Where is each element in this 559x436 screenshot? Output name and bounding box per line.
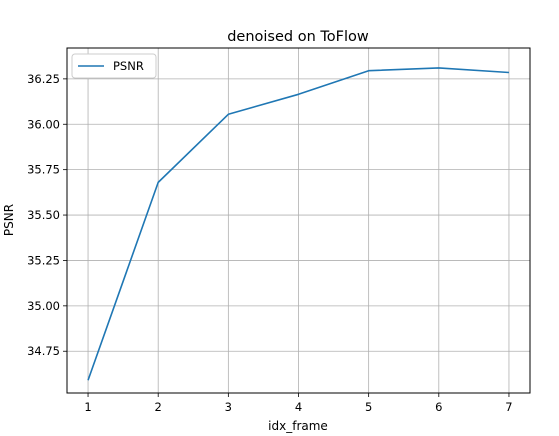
chart-title: denoised on ToFlow — [227, 29, 369, 45]
legend-label: PSNR — [113, 59, 144, 73]
x-axis-ticks: 1 2 3 4 5 6 7 — [84, 393, 513, 414]
series-layer — [87, 67, 510, 381]
y-tick-label: 35.25 — [27, 253, 60, 267]
y-tick-label: 35.50 — [27, 208, 60, 222]
x-tick-label: 2 — [155, 400, 162, 414]
x-tick-label: 3 — [225, 400, 232, 414]
x-tick-label: 4 — [295, 400, 302, 414]
y-tick-label: 35.75 — [27, 163, 60, 177]
x-tick-label: 1 — [84, 400, 91, 414]
x-tick-label: 5 — [365, 400, 372, 414]
y-tick-label: 36.00 — [27, 117, 60, 131]
x-tick-label: 6 — [435, 400, 442, 414]
y-tick-label: 34.75 — [27, 344, 60, 358]
legend-box — [71, 53, 157, 79]
y-tick-label: 35.00 — [27, 299, 60, 313]
legend: PSNR — [71, 53, 157, 79]
y-axis-ticks: 34.75 35.00 35.25 35.50 35.75 36.00 36.25 — [27, 72, 67, 358]
y-axis-label: PSNR — [2, 204, 16, 236]
grid — [67, 48, 530, 393]
x-tick-label: 7 — [505, 400, 512, 414]
y-tick-label: 36.25 — [27, 72, 60, 86]
x-axis-label: idx_frame — [268, 419, 328, 433]
